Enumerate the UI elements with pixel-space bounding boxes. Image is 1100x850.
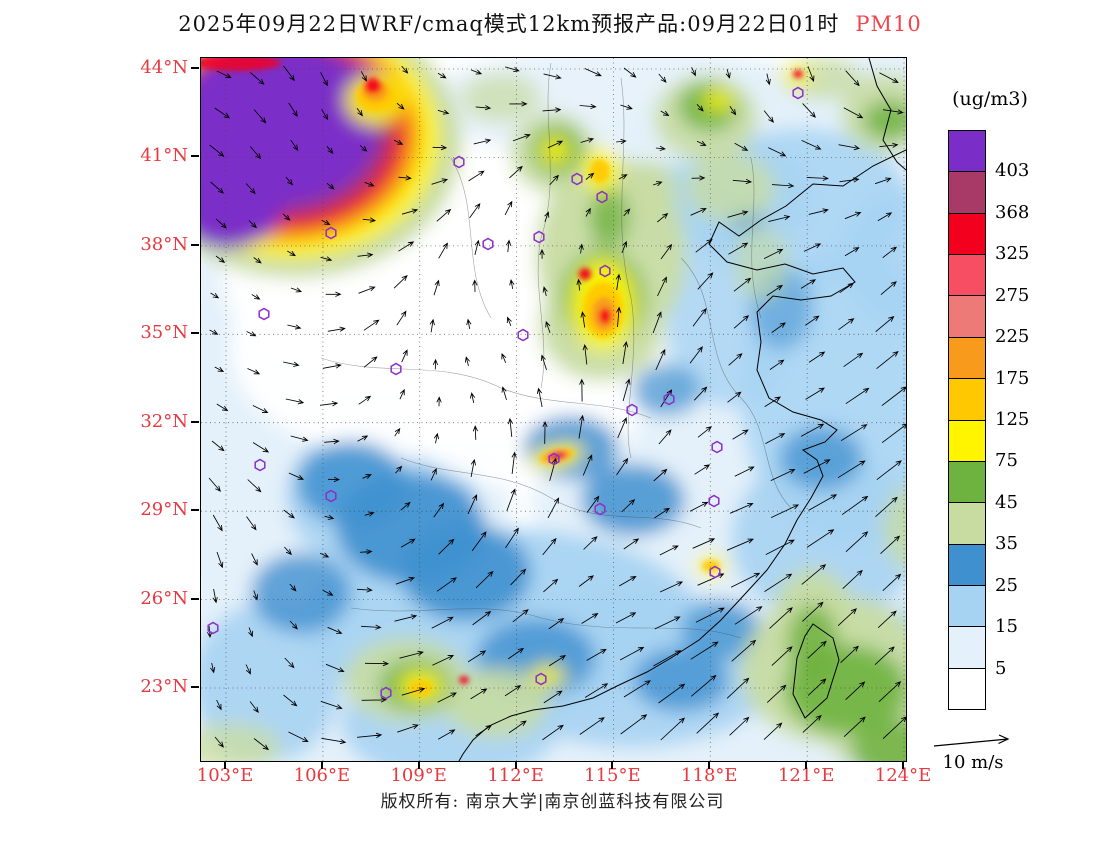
colorbar-band-8: [949, 461, 985, 504]
province-borders: [320, 62, 792, 639]
pm10-field: [201, 58, 906, 761]
copyright-footer: 版权所有: 南京大学|南京创蓝科技有限公司: [380, 792, 725, 812]
lon-axis-label: 121°E: [777, 765, 835, 786]
lat-axis-label: 29°N: [140, 499, 188, 521]
lat-tick: [191, 155, 199, 158]
colorbar-band-7: [949, 420, 985, 462]
lon-tick: [805, 761, 808, 769]
lat-tick: [191, 686, 199, 688]
coastline: [458, 58, 906, 761]
colorbar-level-label: 25: [995, 574, 1018, 596]
map-frame: [200, 57, 907, 762]
colorbar-unit: (ug/m3): [952, 88, 1028, 110]
lon-axis-label: 118°E: [681, 765, 738, 786]
colorbar-level-label: 225: [995, 326, 1030, 348]
lon-axis-label: 103°E: [196, 765, 254, 786]
colorbar-level-label: 45: [995, 491, 1018, 513]
colorbar-band-2: [949, 213, 985, 256]
colorbar-band-6: [949, 379, 985, 421]
lon-axis-label: 106°E: [293, 765, 351, 786]
lat-tick: [191, 67, 199, 69]
lon-axis-label: 109°E: [390, 765, 447, 786]
colorbar-level-label: 403: [995, 160, 1030, 182]
lat-tick: [191, 509, 199, 512]
wind-scale-label: 10 m/s: [942, 752, 1004, 773]
colorbar-band-0: [949, 131, 985, 173]
colorbar-level-label: 368: [995, 201, 1030, 223]
lat-tick: [191, 597, 199, 600]
colorbar-level-label: 35: [995, 533, 1018, 555]
lon-tick: [514, 761, 517, 769]
lat-tick: [191, 420, 199, 423]
pm10-concentration-map: [201, 58, 906, 761]
title-main: 2025年09月22日WRF/cmaq模式12km预报产品:09月22日01时: [178, 12, 840, 36]
lon-tick: [902, 761, 904, 769]
colorbar-band-11: [949, 585, 985, 628]
colorbar-level-label: 275: [995, 284, 1030, 306]
colorbar-band-13: [949, 668, 985, 710]
lat-axis-label: 32°N: [140, 410, 188, 432]
colorbar-level-label: 5: [995, 657, 1007, 679]
colorbar-level-label: 175: [995, 367, 1030, 389]
lat-axis-label: 23°N: [140, 676, 188, 697]
colorbar-band-12: [949, 627, 985, 669]
lat-tick: [191, 243, 199, 246]
title-pollutant: PM10: [855, 12, 922, 36]
lat-axis-label: 38°N: [140, 233, 188, 255]
lon-tick: [611, 761, 614, 769]
lon-axis-label: 124°E: [874, 765, 932, 786]
colorbar-band-5: [949, 337, 985, 380]
colorbar-level-label: 325: [995, 243, 1030, 265]
lon-tick: [708, 761, 711, 769]
colorbar-band-3: [949, 255, 985, 297]
lon-axis-label: 112°E: [487, 765, 544, 786]
lon-axis-label: 115°E: [584, 765, 641, 786]
lon-tick: [417, 761, 420, 769]
lat-axis-label: 26°N: [140, 587, 188, 609]
colorbar-band-4: [949, 296, 985, 338]
wind-scale-legend: 10 m/s: [903, 733, 1043, 773]
colorbar-level-label: 75: [995, 450, 1018, 472]
colorbar-band-9: [949, 503, 985, 545]
lat-tick: [191, 332, 199, 335]
colorbar-band-1: [949, 172, 985, 214]
lon-tick: [224, 761, 226, 769]
lat-axis-label: 35°N: [140, 322, 188, 344]
wind-scale-arrow-icon: [933, 734, 1010, 747]
colorbar-level-label: 125: [995, 409, 1030, 430]
colorbar-band-10: [949, 544, 985, 586]
lat-axis-label: 41°N: [140, 145, 188, 167]
city-markers: [207, 86, 804, 700]
wind-vectors: [207, 65, 906, 751]
lon-tick: [320, 761, 323, 769]
lat-axis-label: 44°N: [140, 57, 188, 78]
colorbar-level-label: 15: [995, 616, 1018, 638]
colorbar: [948, 130, 986, 710]
page-title: 2025年09月22日WRF/cmaq模式12km预报产品:09月22日01时 P…: [0, 8, 1100, 38]
